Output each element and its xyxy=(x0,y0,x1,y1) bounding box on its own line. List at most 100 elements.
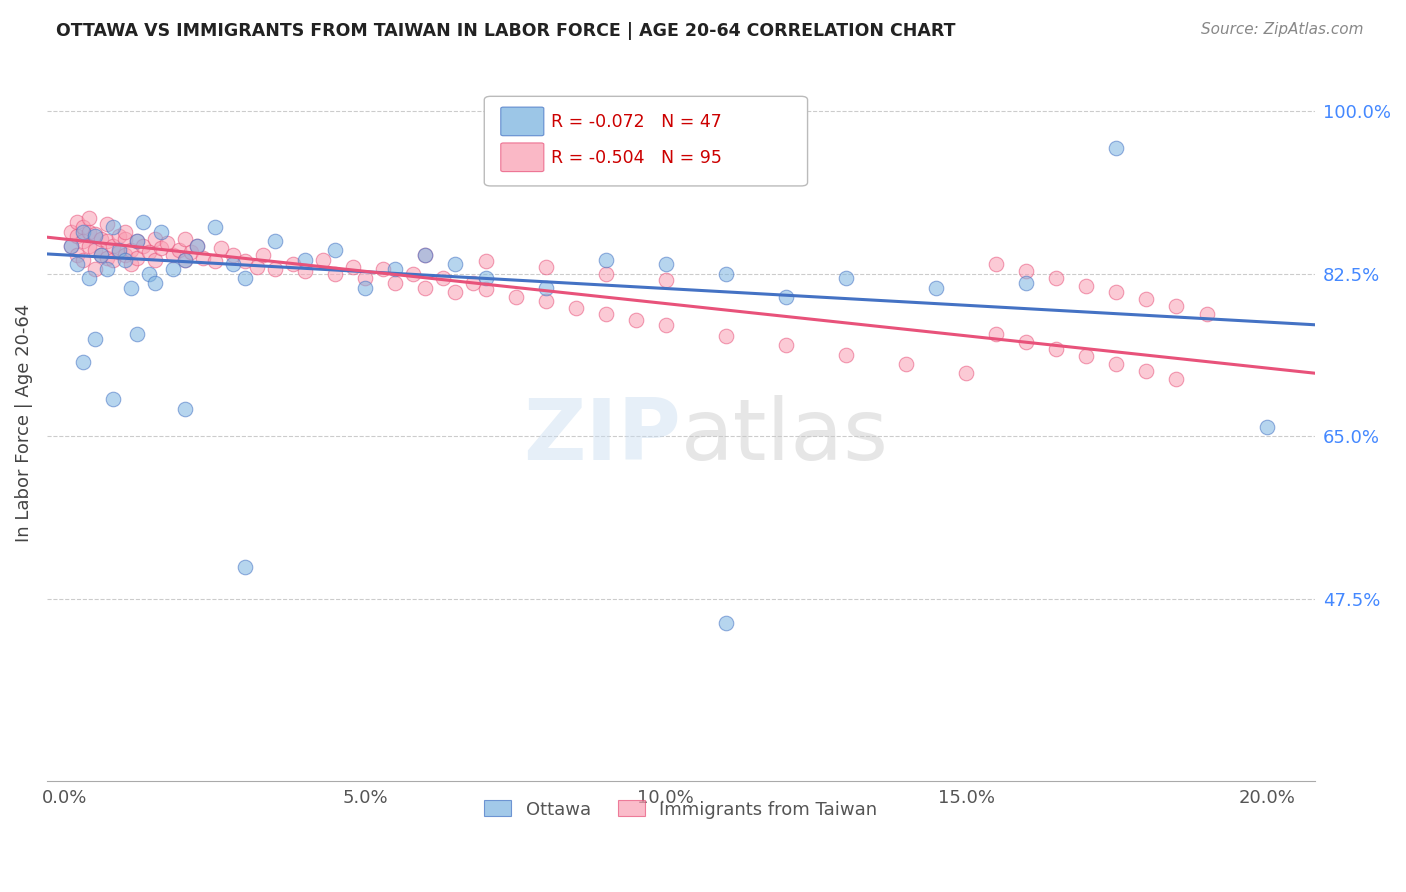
Point xyxy=(96,251,118,265)
Point xyxy=(1135,364,1157,378)
Point xyxy=(120,257,142,271)
Point xyxy=(534,280,557,294)
Point xyxy=(1166,299,1188,313)
Point xyxy=(84,227,107,241)
Point xyxy=(59,238,82,252)
Point xyxy=(505,290,527,304)
Point xyxy=(132,215,155,229)
Point xyxy=(294,264,316,278)
Point xyxy=(246,260,269,274)
Point xyxy=(595,307,617,321)
Point xyxy=(209,241,232,255)
Point xyxy=(167,244,190,258)
Point xyxy=(96,261,118,276)
Point xyxy=(624,313,647,327)
Point xyxy=(125,234,148,248)
Text: atlas: atlas xyxy=(681,395,889,478)
Point xyxy=(77,225,100,239)
Point xyxy=(101,238,124,252)
Point xyxy=(1076,278,1098,293)
Point xyxy=(138,267,160,281)
Point xyxy=(354,280,377,294)
Text: OTTAWA VS IMMIGRANTS FROM TAIWAN IN LABOR FORCE | AGE 20-64 CORRELATION CHART: OTTAWA VS IMMIGRANTS FROM TAIWAN IN LABO… xyxy=(56,22,956,40)
Point xyxy=(283,257,305,271)
Point xyxy=(174,252,197,267)
Point xyxy=(96,217,118,231)
Point xyxy=(312,252,335,267)
Point xyxy=(1105,357,1128,371)
Point xyxy=(474,254,496,268)
Point xyxy=(90,248,112,262)
Point xyxy=(252,248,274,262)
Point xyxy=(474,271,496,285)
Point xyxy=(186,238,208,252)
Y-axis label: In Labor Force | Age 20-64: In Labor Force | Age 20-64 xyxy=(15,303,32,541)
Point xyxy=(534,294,557,309)
Point xyxy=(222,248,245,262)
Point xyxy=(72,225,94,239)
Point xyxy=(120,244,142,258)
Point xyxy=(595,252,617,267)
Point xyxy=(101,392,124,407)
Point xyxy=(402,267,425,281)
Point xyxy=(143,276,166,290)
Point xyxy=(233,271,256,285)
Point xyxy=(180,245,202,260)
Point xyxy=(1256,420,1278,434)
Point xyxy=(955,366,977,380)
Point xyxy=(595,267,617,281)
Point xyxy=(323,267,346,281)
Point xyxy=(114,225,136,239)
Point xyxy=(174,232,197,246)
Point xyxy=(894,357,917,371)
Point xyxy=(655,318,678,332)
Point xyxy=(72,252,94,267)
Text: R = -0.504   N = 95: R = -0.504 N = 95 xyxy=(551,149,723,167)
Point xyxy=(72,219,94,234)
Point xyxy=(101,252,124,267)
Point xyxy=(59,225,82,239)
Point xyxy=(84,244,107,258)
Point xyxy=(444,257,467,271)
Point xyxy=(150,225,173,239)
Point xyxy=(66,248,89,262)
Point xyxy=(1045,342,1067,356)
Point xyxy=(342,260,364,274)
Point xyxy=(174,252,197,267)
Point xyxy=(108,229,131,244)
Point xyxy=(222,257,245,271)
Point xyxy=(143,252,166,267)
Point xyxy=(463,276,485,290)
Point xyxy=(1105,141,1128,155)
Point xyxy=(1166,372,1188,386)
Point xyxy=(114,232,136,246)
Point xyxy=(415,248,437,262)
Point xyxy=(714,329,737,343)
Point xyxy=(66,229,89,244)
Point xyxy=(1135,292,1157,306)
Point xyxy=(1195,307,1218,321)
Point xyxy=(66,257,89,271)
Point xyxy=(77,238,100,252)
Point xyxy=(114,248,136,262)
Point xyxy=(186,238,208,252)
Point xyxy=(1105,285,1128,300)
Point xyxy=(444,285,467,300)
Text: ZIP: ZIP xyxy=(523,395,681,478)
Point xyxy=(72,355,94,369)
Text: Source: ZipAtlas.com: Source: ZipAtlas.com xyxy=(1201,22,1364,37)
Point xyxy=(72,234,94,248)
Point xyxy=(90,248,112,262)
Point xyxy=(384,276,406,290)
Point xyxy=(125,327,148,342)
Point xyxy=(264,234,287,248)
Point xyxy=(150,241,173,255)
Legend: Ottawa, Immigrants from Taiwan: Ottawa, Immigrants from Taiwan xyxy=(477,793,884,826)
Point xyxy=(925,280,948,294)
Point xyxy=(77,271,100,285)
Point xyxy=(114,252,136,267)
Point xyxy=(90,232,112,246)
Point xyxy=(415,280,437,294)
Point xyxy=(264,261,287,276)
Text: R = -0.072   N = 47: R = -0.072 N = 47 xyxy=(551,113,723,131)
